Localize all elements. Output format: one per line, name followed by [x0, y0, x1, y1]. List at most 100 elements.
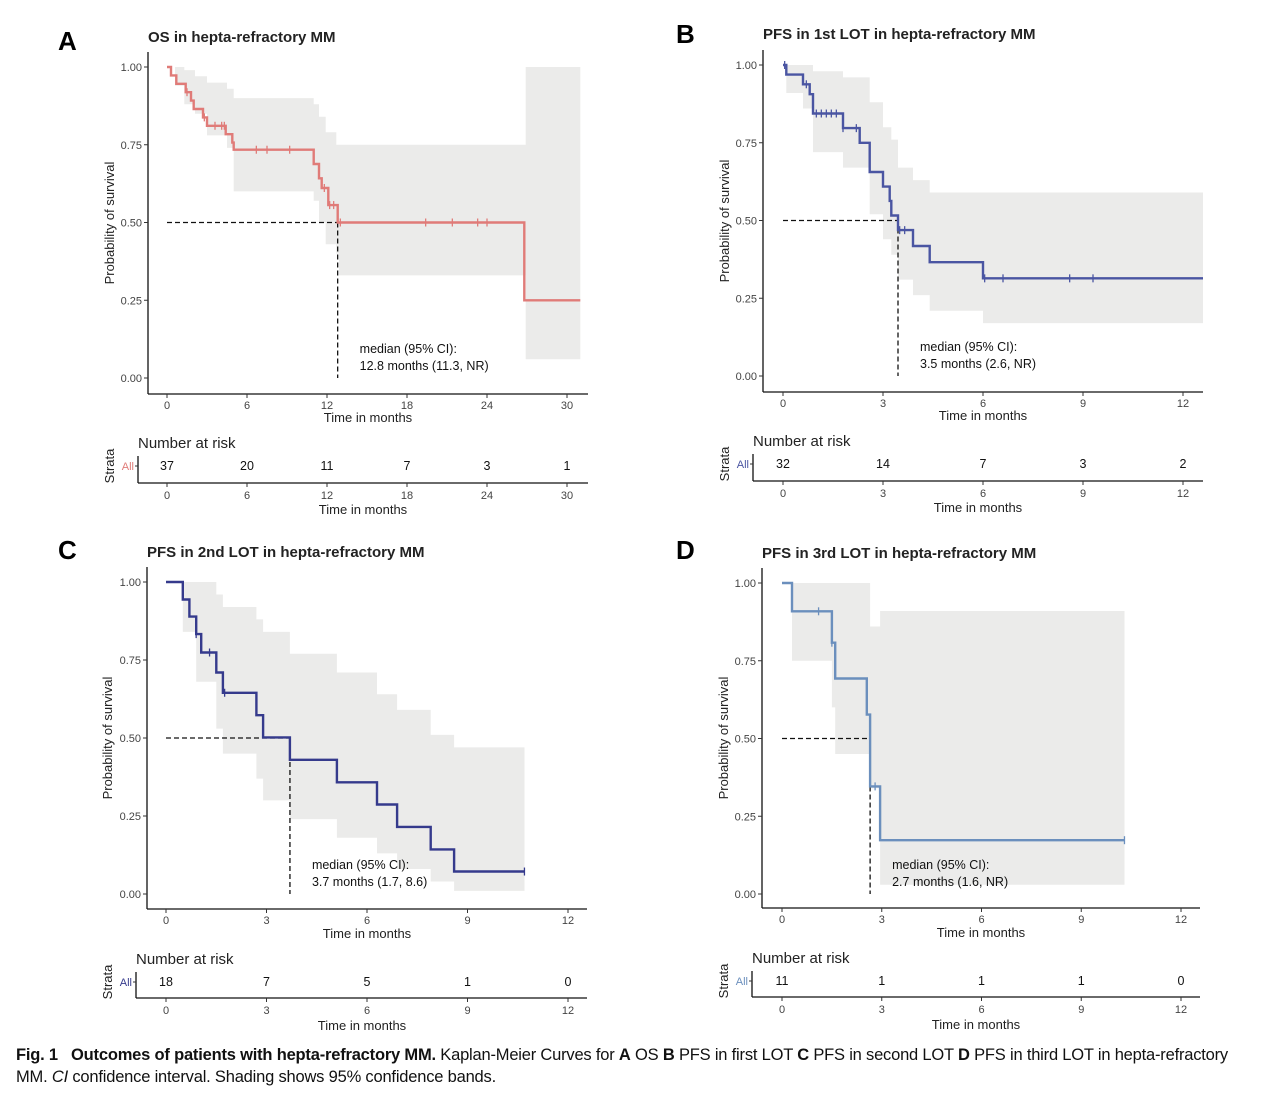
- confidence-band: [167, 67, 581, 360]
- risk-count: 11: [776, 974, 789, 988]
- risk-x-tick-label: 18: [401, 490, 413, 502]
- y-tick-label: 0.75: [735, 656, 756, 668]
- y-tick-label: 0.50: [121, 218, 142, 230]
- caption-a: A: [618, 1046, 631, 1064]
- caption-a-text: OS: [635, 1046, 659, 1064]
- risk-count: 3: [1080, 457, 1087, 471]
- risk-x-tick-label: 9: [1080, 488, 1086, 500]
- y-tick-label: 1.00: [120, 577, 141, 589]
- x-tick-label: 3: [263, 915, 269, 927]
- panel-letter: A: [58, 26, 77, 56]
- risk-x-tick-label: 6: [978, 1004, 984, 1016]
- y-axis-title: Probability of survival: [102, 161, 117, 284]
- risk-table-title: Number at risk: [753, 433, 851, 450]
- caption-c: C: [797, 1046, 809, 1064]
- plot-title: OS in hepta-refractory MM: [148, 29, 336, 46]
- panel-letter: D: [676, 535, 695, 565]
- x-axis-title: Time in months: [323, 926, 412, 941]
- x-axis-title: Time in months: [939, 408, 1028, 423]
- x-tick-label: 0: [163, 915, 169, 927]
- risk-count: 7: [263, 975, 270, 989]
- panel-letter: C: [58, 535, 77, 565]
- y-axis-title: Probability of survival: [716, 676, 731, 799]
- risk-count: 20: [240, 459, 254, 473]
- x-tick-label: 12: [1175, 914, 1187, 926]
- y-tick-label: 0.00: [120, 889, 141, 901]
- risk-count: 14: [876, 457, 890, 471]
- risk-x-tick-label: 12: [1177, 488, 1189, 500]
- y-tick-label: 0.25: [120, 811, 141, 823]
- risk-x-tick-label: 9: [464, 1005, 470, 1017]
- x-tick-label: 12: [321, 400, 333, 412]
- x-tick-label: 9: [1078, 914, 1084, 926]
- caption-b-text: PFS in first LOT: [678, 1046, 793, 1064]
- km-panel-c: C PFS in 2nd LOT in hepta-refractory MM me…: [58, 535, 587, 1033]
- panel-letter: B: [676, 19, 695, 49]
- strata-label: All: [122, 461, 134, 473]
- median-label: median (95% CI):: [920, 340, 1017, 354]
- confidence-band: [783, 65, 1203, 324]
- strata-axis-title: Strata: [717, 446, 732, 481]
- risk-x-tick-label: 0: [780, 488, 786, 500]
- risk-count: 2: [1180, 457, 1187, 471]
- y-tick-label: 1.00: [121, 62, 142, 74]
- caption-b: B: [662, 1046, 675, 1064]
- risk-count: 1: [878, 974, 885, 988]
- risk-x-axis-title: Time in months: [318, 1018, 407, 1033]
- figure-caption: Fig. 1 Outcomes of patients with hepta-r…: [16, 1044, 1256, 1088]
- km-panel-a: A OS in hepta-refractory MM median (95% CI…: [58, 26, 588, 517]
- caption-text-1: Kaplan-Meier Curves for: [440, 1046, 615, 1064]
- x-tick-label: 9: [464, 915, 470, 927]
- plot-title: PFS in 2nd LOT in hepta-refractory MM: [147, 544, 425, 561]
- risk-count: 1: [978, 974, 985, 988]
- caption-fig-label: Fig. 1: [16, 1046, 58, 1064]
- y-tick-label: 0.50: [120, 733, 141, 745]
- y-tick-label: 0.00: [121, 373, 142, 385]
- strata-axis-title: Strata: [100, 964, 115, 999]
- y-tick-label: 0.50: [735, 734, 756, 746]
- risk-count: 1: [464, 975, 471, 989]
- risk-x-tick-label: 12: [562, 1005, 574, 1017]
- plot-title: PFS in 1st LOT in hepta-refractory MM: [763, 26, 1036, 43]
- x-tick-label: 6: [364, 915, 370, 927]
- x-tick-label: 9: [1080, 398, 1086, 410]
- risk-count: 32: [776, 457, 790, 471]
- risk-count: 0: [1178, 974, 1185, 988]
- x-tick-label: 0: [780, 398, 786, 410]
- y-tick-label: 1.00: [735, 578, 756, 590]
- risk-table-title: Number at risk: [752, 950, 850, 967]
- y-tick-label: 1.00: [736, 60, 757, 72]
- y-tick-label: 0.75: [121, 140, 142, 152]
- risk-x-tick-label: 12: [1175, 1004, 1187, 1016]
- median-value: 3.7 months (1.7, 8.6): [312, 875, 427, 889]
- risk-count: 1: [564, 459, 571, 473]
- strata-axis-title: Strata: [102, 448, 117, 483]
- risk-count: 18: [159, 975, 173, 989]
- risk-count: 7: [404, 459, 411, 473]
- risk-x-tick-label: 9: [1078, 1004, 1084, 1016]
- risk-count: 1: [1078, 974, 1085, 988]
- y-tick-label: 0.25: [736, 293, 757, 305]
- x-axis-title: Time in months: [937, 925, 1026, 940]
- risk-x-tick-label: 6: [980, 488, 986, 500]
- y-axis-title: Probability of survival: [717, 159, 732, 282]
- y-tick-label: 0.25: [121, 295, 142, 307]
- caption-ci-abbr: CI: [51, 1068, 68, 1086]
- km-panel-d: D PFS in 3rd LOT in hepta-refractory MM me…: [676, 535, 1200, 1032]
- risk-x-tick-label: 12: [321, 490, 333, 502]
- risk-x-tick-label: 3: [880, 488, 886, 500]
- survival-curve: [782, 581, 1125, 842]
- x-tick-label: 12: [1177, 398, 1189, 410]
- risk-count: 5: [364, 975, 371, 989]
- risk-count: 37: [160, 459, 174, 473]
- median-label: median (95% CI):: [892, 858, 989, 872]
- risk-x-tick-label: 0: [163, 1005, 169, 1017]
- y-tick-label: 0.50: [736, 216, 757, 228]
- y-tick-label: 0.00: [735, 889, 756, 901]
- median-label: median (95% CI):: [360, 342, 457, 356]
- risk-x-tick-label: 6: [244, 490, 250, 502]
- survival-curve: [783, 63, 1203, 280]
- median-value: 3.5 months (2.6, NR): [920, 357, 1036, 371]
- median-value: 12.8 months (11.3, NR): [360, 359, 489, 373]
- risk-x-tick-label: 0: [164, 490, 170, 502]
